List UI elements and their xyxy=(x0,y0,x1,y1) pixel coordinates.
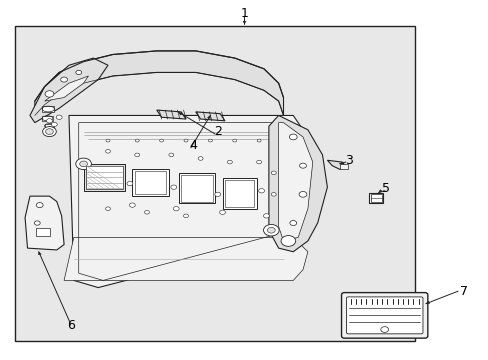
Text: 2: 2 xyxy=(213,125,221,138)
Circle shape xyxy=(76,158,91,170)
Circle shape xyxy=(127,181,133,186)
Circle shape xyxy=(183,214,188,218)
Bar xyxy=(181,175,212,202)
Bar xyxy=(36,228,50,235)
Circle shape xyxy=(263,214,269,218)
Circle shape xyxy=(256,160,261,164)
Polygon shape xyxy=(327,160,346,169)
Circle shape xyxy=(106,139,110,142)
FancyBboxPatch shape xyxy=(346,297,422,334)
Circle shape xyxy=(289,134,297,140)
Circle shape xyxy=(168,153,173,157)
Circle shape xyxy=(46,119,52,123)
Circle shape xyxy=(299,163,306,168)
Polygon shape xyxy=(243,21,245,24)
Circle shape xyxy=(208,139,212,142)
Polygon shape xyxy=(44,76,88,101)
Circle shape xyxy=(61,77,67,82)
Circle shape xyxy=(45,129,53,134)
Text: 3: 3 xyxy=(345,154,352,167)
Polygon shape xyxy=(268,116,327,252)
Circle shape xyxy=(36,203,43,208)
Text: 5: 5 xyxy=(381,183,389,195)
Bar xyxy=(132,169,168,196)
Circle shape xyxy=(263,225,279,236)
Text: 6: 6 xyxy=(67,319,75,332)
Bar xyxy=(44,124,54,128)
Bar xyxy=(42,106,54,112)
Circle shape xyxy=(214,192,220,197)
Polygon shape xyxy=(25,196,64,250)
Polygon shape xyxy=(30,58,108,123)
Circle shape xyxy=(135,139,139,142)
Circle shape xyxy=(105,149,110,153)
Circle shape xyxy=(227,160,232,164)
Circle shape xyxy=(76,70,81,75)
Circle shape xyxy=(232,139,236,142)
Circle shape xyxy=(105,207,110,211)
Circle shape xyxy=(129,203,135,207)
Circle shape xyxy=(281,235,295,246)
Circle shape xyxy=(258,189,264,193)
Circle shape xyxy=(380,327,388,332)
Circle shape xyxy=(144,211,149,214)
Polygon shape xyxy=(425,301,429,304)
Polygon shape xyxy=(69,116,307,288)
Polygon shape xyxy=(378,190,382,193)
Bar xyxy=(370,194,381,202)
Polygon shape xyxy=(178,112,182,115)
Circle shape xyxy=(219,210,225,215)
Circle shape xyxy=(271,171,276,175)
Circle shape xyxy=(51,122,57,127)
Polygon shape xyxy=(157,110,185,119)
Circle shape xyxy=(198,157,203,160)
Circle shape xyxy=(34,221,40,225)
Polygon shape xyxy=(339,162,343,164)
Bar xyxy=(368,193,383,203)
Polygon shape xyxy=(207,116,210,118)
Bar xyxy=(42,116,53,121)
Text: 4: 4 xyxy=(189,139,197,152)
Circle shape xyxy=(271,193,276,196)
Bar xyxy=(135,171,166,194)
FancyBboxPatch shape xyxy=(341,293,427,338)
Text: 1: 1 xyxy=(240,7,248,20)
Bar xyxy=(222,178,256,209)
Polygon shape xyxy=(35,51,283,116)
Circle shape xyxy=(80,161,87,167)
Circle shape xyxy=(267,227,275,233)
Bar xyxy=(86,166,122,189)
Polygon shape xyxy=(64,237,307,280)
Circle shape xyxy=(257,139,261,142)
Circle shape xyxy=(159,139,163,142)
Circle shape xyxy=(42,127,56,136)
Circle shape xyxy=(183,139,187,142)
Circle shape xyxy=(289,221,296,226)
Bar xyxy=(224,180,254,207)
Polygon shape xyxy=(278,123,312,241)
Bar xyxy=(15,26,414,341)
Circle shape xyxy=(45,91,54,97)
Circle shape xyxy=(299,192,306,197)
Polygon shape xyxy=(195,112,224,121)
Circle shape xyxy=(56,115,62,120)
Text: 7: 7 xyxy=(459,285,467,298)
Polygon shape xyxy=(38,252,41,255)
Bar xyxy=(339,163,347,168)
Bar xyxy=(178,173,215,203)
Circle shape xyxy=(173,207,179,211)
Circle shape xyxy=(170,185,176,189)
Circle shape xyxy=(135,153,140,157)
Bar xyxy=(83,164,125,191)
